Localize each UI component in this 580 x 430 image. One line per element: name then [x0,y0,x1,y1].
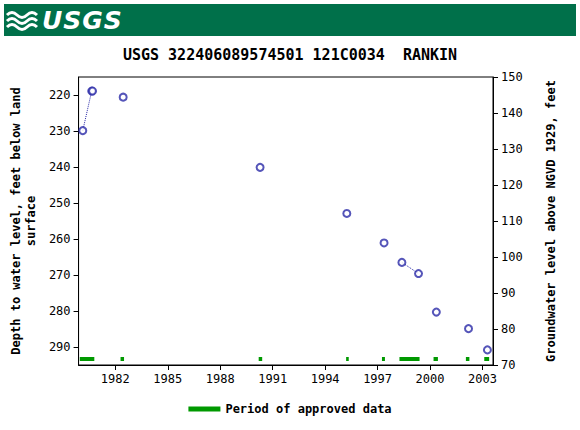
svg-text:1991: 1991 [258,372,287,386]
svg-text:120: 120 [501,178,523,192]
svg-text:1997: 1997 [363,372,392,386]
svg-text:USGS 322406089574501 121C0034: USGS 322406089574501 121C0034 RANKIN [123,46,457,64]
svg-text:70: 70 [501,358,515,372]
svg-text:2003: 2003 [468,372,497,386]
svg-text:90: 90 [501,286,515,300]
svg-text:Period of approved data: Period of approved data [225,402,391,416]
svg-text:220: 220 [49,88,71,102]
svg-text:100: 100 [501,250,523,264]
svg-text:290: 290 [49,340,71,354]
svg-text:1985: 1985 [153,372,182,386]
svg-text:280: 280 [49,304,71,318]
svg-text:230: 230 [49,124,71,138]
svg-text:250: 250 [49,196,71,210]
svg-text:Depth to water level, feet bel: Depth to water level, feet below land [9,87,23,354]
svg-text:surface: surface [24,196,38,247]
svg-text:1988: 1988 [206,372,235,386]
svg-text:110: 110 [501,214,523,228]
svg-text:270: 270 [49,268,71,282]
svg-text:1982: 1982 [101,372,130,386]
svg-text:150: 150 [501,70,523,84]
svg-text:2000: 2000 [416,372,445,386]
svg-text:240: 240 [49,160,71,174]
svg-text:260: 260 [49,232,71,246]
svg-text:1994: 1994 [311,372,340,386]
svg-text:140: 140 [501,106,523,120]
svg-text:80: 80 [501,322,515,336]
svg-text:130: 130 [501,142,523,156]
html-text:USGS: USGS [42,5,123,35]
svg-text:Groundwater level above NGVD 1: Groundwater level above NGVD 1929, feet [544,80,558,362]
